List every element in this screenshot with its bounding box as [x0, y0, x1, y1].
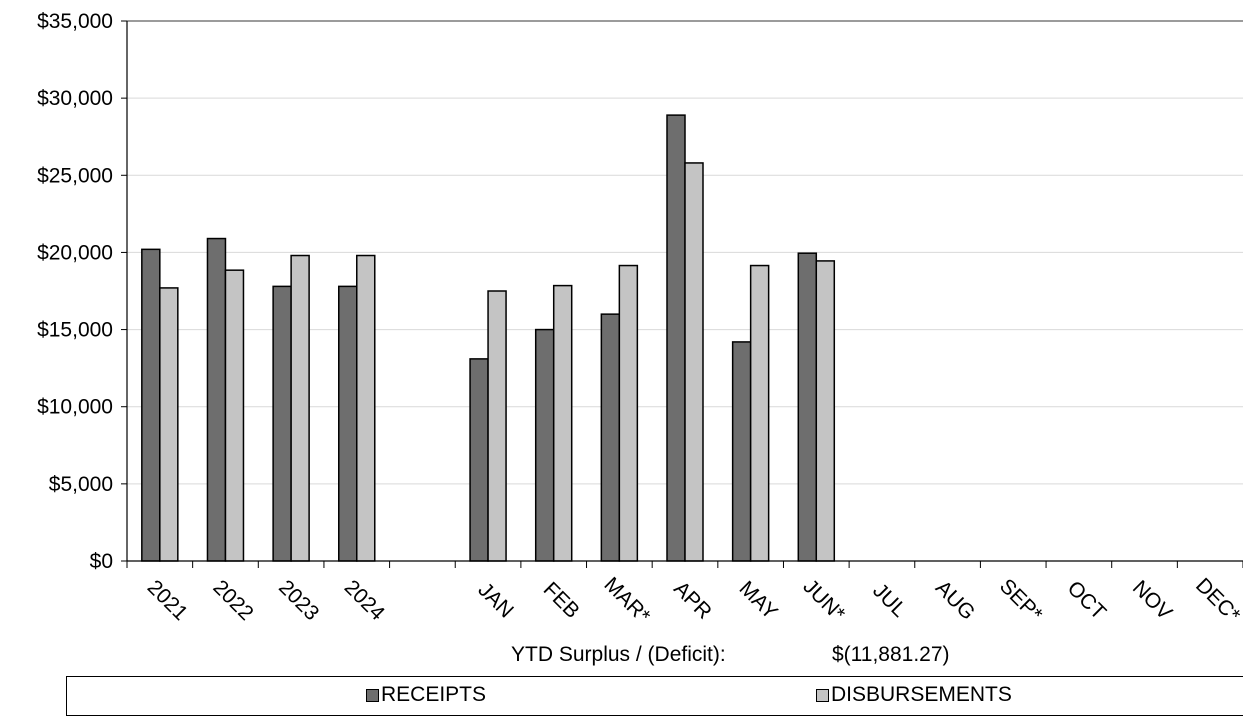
disbursements-swatch — [816, 688, 829, 702]
y-axis-labels: $0 $5,000 $10,000 $15,000 $20,000 $25,000 $30,… — [37, 10, 113, 573]
y-tick-label: $30,000 — [37, 87, 113, 110]
x-tick-label: 2023 — [274, 576, 323, 625]
x-tick-label: MAR* — [599, 573, 654, 628]
bar-receipts — [534, 328, 555, 562]
x-tick-label: FEB — [539, 578, 584, 623]
legend-label-disbursements: DISBURSEMENTS — [831, 683, 1012, 706]
x-tick-label: APR — [669, 577, 716, 624]
bar-receipts — [141, 248, 161, 562]
bar-disbursements — [552, 284, 573, 562]
x-tick-label: 2022 — [208, 576, 257, 625]
x-tick-label: 2021 — [143, 576, 192, 625]
bar-disbursements — [487, 290, 507, 562]
bar-receipts — [469, 358, 489, 562]
x-tick-label: OCT — [1063, 577, 1111, 625]
x-tick-label: NOV — [1128, 576, 1176, 624]
y-tick-label: $0 — [90, 550, 113, 573]
legend: RECEIPTS DISBURSEMENTS — [66, 676, 1243, 716]
y-tick-label: $5,000 — [49, 473, 113, 496]
bar-receipts — [206, 237, 227, 562]
bar-disbursements — [290, 254, 310, 562]
x-tick-label: MAY — [735, 577, 782, 624]
y-tick-label: $15,000 — [37, 319, 113, 342]
x-tick-label: DEC* — [1191, 574, 1243, 627]
legend-label-receipts: RECEIPTS — [381, 683, 487, 706]
x-tick-label: SEP* — [995, 575, 1047, 627]
y-tick-label: $20,000 — [37, 241, 113, 264]
bar-receipts — [272, 285, 292, 562]
x-tick-label: JUN* — [798, 575, 849, 626]
y-tick-label: $25,000 — [37, 164, 113, 187]
x-tick-label: JAN — [473, 578, 517, 622]
bar-receipts — [338, 285, 358, 562]
bar-disbursements — [356, 254, 376, 562]
bar-disbursements — [815, 260, 836, 562]
y-tick-label: $10,000 — [37, 396, 113, 419]
x-axis-labels: 2021 2022 2023 2024 JAN FEB MAR* APR MAY JUN* JUL A… — [143, 573, 1243, 628]
bar-disbursements — [159, 287, 179, 562]
y-tick-label: $35,000 — [37, 10, 113, 33]
bar-receipts — [600, 313, 621, 562]
bar-receipts — [797, 252, 818, 562]
bars — [141, 114, 836, 562]
bar-disbursements — [749, 264, 770, 562]
legend-item-receipts: RECEIPTS — [366, 683, 486, 707]
legend-item-disbursements: DISBURSEMENTS — [816, 683, 1012, 707]
bar-receipts — [666, 114, 686, 562]
bar-disbursements — [684, 162, 704, 562]
bar-disbursements — [224, 269, 245, 562]
bar-receipts — [731, 341, 752, 562]
ytd-label: YTD Surplus / (Deficit): — [511, 643, 726, 666]
bar-disbursements — [618, 264, 639, 562]
x-tick-label: 2024 — [340, 576, 390, 626]
receipts-swatch — [366, 688, 379, 702]
ytd-value: $(11,881.27) — [832, 643, 950, 666]
x-tick-label: AUG — [931, 576, 979, 624]
x-tick-label: JUL — [868, 579, 911, 622]
axes — [121, 20, 1243, 568]
